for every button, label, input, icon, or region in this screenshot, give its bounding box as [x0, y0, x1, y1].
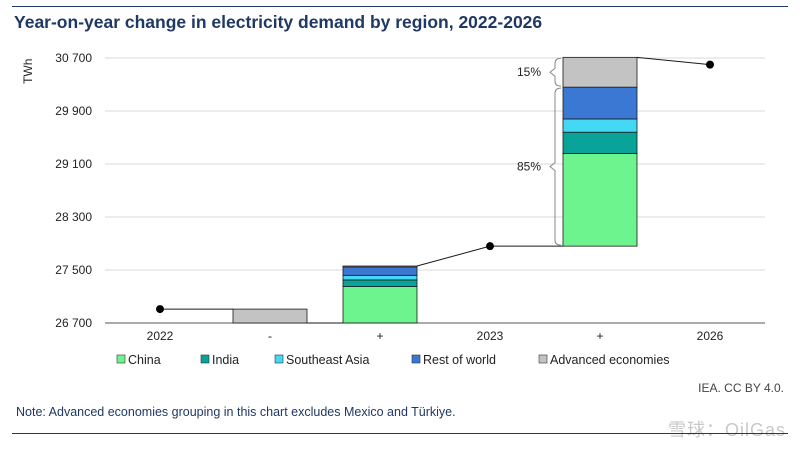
- legend-label: Southeast Asia: [286, 353, 369, 367]
- chart-note: Note: Advanced economies grouping in thi…: [16, 405, 456, 419]
- bar-segment: [232, 308, 308, 324]
- legend-swatch: [200, 354, 210, 364]
- y-axis-label: TWh: [21, 59, 35, 84]
- bar-segment: [562, 56, 638, 88]
- watermark-text: 雪球：OilGas: [667, 420, 786, 440]
- connector-line: [636, 56, 711, 66]
- bar-segment: [562, 118, 638, 133]
- bar-segment: [342, 274, 418, 281]
- credit-text: IEA. CC BY 4.0.: [698, 381, 784, 395]
- top-rule: [12, 6, 788, 7]
- x-tick-label: +: [596, 329, 603, 343]
- bar-segment: [342, 266, 418, 276]
- legend-label: India: [212, 353, 239, 367]
- legend-label: Rest of world: [423, 353, 496, 367]
- legend-label: Advanced economies: [550, 353, 670, 367]
- bar-segment: [342, 279, 418, 287]
- bar-segment: [342, 286, 418, 324]
- total-marker: [156, 305, 164, 314]
- x-tick-label: +: [376, 329, 383, 343]
- bar-segment: [562, 86, 638, 120]
- total-marker: [486, 242, 494, 251]
- chart-area: 26 700 27 500 28 300 29 100 29 900 30 700 TWh 2…: [21, 51, 765, 367]
- y-tick-label: 27 500: [55, 263, 92, 277]
- x-tick-label: -: [268, 329, 272, 343]
- y-tick-label: 28 300: [55, 210, 92, 224]
- legend-swatch: [274, 354, 284, 364]
- y-tick-label: 29 100: [55, 157, 92, 171]
- annotation-bracket: [549, 87, 562, 246]
- annotation-bracket: [549, 57, 562, 87]
- bottom-rule: [12, 433, 788, 434]
- y-tick-label: 26 700: [55, 316, 92, 330]
- legend-swatch: [411, 354, 421, 364]
- x-tick-label: 2022: [147, 329, 174, 343]
- x-tick-label: 2026: [697, 329, 724, 343]
- connector-line: [416, 245, 491, 267]
- legend-label: China: [128, 353, 161, 367]
- bar-segment: [342, 265, 418, 268]
- total-marker: [706, 60, 714, 69]
- y-tick-label: 30 700: [55, 51, 92, 65]
- x-tick-label: 2023: [477, 329, 504, 343]
- legend-swatch: [538, 354, 548, 364]
- chart-title: Year-on-year change in electricity deman…: [14, 12, 543, 32]
- bar-segment: [562, 131, 638, 154]
- bar-segment: [562, 152, 638, 247]
- annotation-label: 85%: [517, 160, 541, 174]
- y-tick-label: 29 900: [55, 104, 92, 118]
- annotation-label: 15%: [517, 65, 541, 79]
- legend-swatch: [116, 354, 126, 364]
